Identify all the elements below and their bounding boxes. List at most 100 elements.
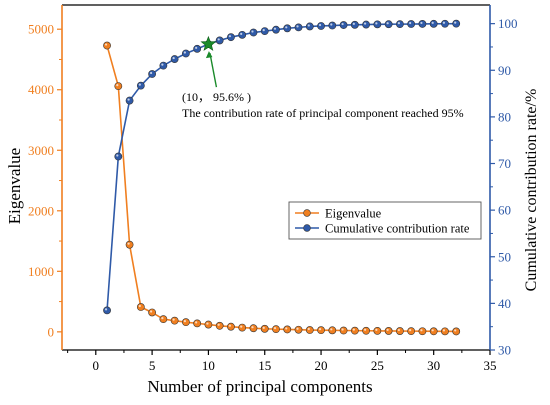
cumulative-rate-point — [193, 44, 202, 53]
cumulative-rate-point — [125, 96, 134, 105]
eigenvalue-point — [339, 326, 348, 335]
eigenvalue-point — [238, 323, 247, 332]
cumulative-rate-point — [418, 20, 427, 28]
eigenvalue-point — [136, 303, 145, 311]
annotation-coordinate-label: (10， 95.6% ) — [182, 90, 251, 104]
cumulative-rate-point — [339, 21, 348, 29]
left-tick-label: 2000 — [28, 203, 54, 218]
cumulative-rate-point-highlight — [397, 22, 400, 25]
eigenvalue-point-highlight — [217, 323, 220, 326]
cumulative-rate-point-highlight — [104, 308, 108, 311]
eigenvalue-point — [350, 326, 359, 335]
cumulative-rate-point — [181, 49, 190, 58]
series-layer — [103, 19, 461, 336]
cumulative-rate-point-highlight — [307, 24, 310, 27]
cumulative-rate-point — [328, 21, 337, 30]
left-tick-label: 3000 — [28, 143, 54, 158]
eigenvalue-point — [272, 325, 280, 334]
right-tick-label: 100 — [498, 16, 518, 31]
right-tick-label: 90 — [498, 63, 511, 78]
annotation-layer: (10， 95.6% ) The contribution rate of pri… — [182, 35, 464, 120]
eigenvalue-point — [362, 326, 371, 335]
right-tick-label: 40 — [498, 296, 511, 311]
eigenvalue-point-highlight — [240, 325, 243, 328]
left-tick-label: 0 — [48, 324, 55, 339]
right-tick-label: 60 — [498, 203, 511, 218]
x-tick-label: 10 — [202, 358, 215, 373]
cumulative-rate-point-highlight — [195, 46, 198, 49]
cumulative-rate-point-highlight — [273, 27, 277, 30]
cumulative-rate-point-highlight — [138, 83, 141, 86]
cumulative-rate-point — [294, 23, 303, 32]
cumulative-rate-point — [305, 22, 314, 31]
cumulative-rate-point — [114, 152, 123, 161]
cumulative-rate-point — [283, 24, 292, 33]
cumulative-rate-point-highlight — [431, 21, 434, 24]
eigenvalue-point-highlight — [150, 310, 153, 313]
eigenvalue-point-highlight — [273, 327, 277, 330]
eigenvalue-point-highlight — [352, 328, 355, 331]
x-tick-label: 5 — [149, 358, 156, 373]
cumulative-rate-point — [227, 33, 235, 42]
eigenvalue-point — [452, 327, 461, 336]
cumulative-rate-point — [452, 19, 461, 28]
cumulative-rate-point-highlight — [217, 38, 220, 41]
x-tick-label: 15 — [258, 358, 271, 373]
cumulative-rate-point — [215, 36, 224, 45]
cumulative-rate-point-highlight — [420, 21, 423, 25]
eigenvalue-point — [204, 320, 213, 329]
cumulative-rate-point-highlight — [183, 51, 186, 54]
cumulative-rate-point-highlight — [228, 35, 232, 38]
eigenvalue-point — [384, 327, 393, 335]
cumulative-rate-point — [148, 70, 157, 78]
eigenvalue-point — [373, 326, 382, 335]
eigenvalue-point — [181, 318, 190, 327]
eigenvalue-point — [317, 326, 325, 335]
eigenvalue-point-highlight — [161, 317, 164, 320]
eigenvalue-point — [215, 321, 224, 330]
eigenvalue-point-highlight — [172, 318, 175, 321]
cumulative-rate-point-highlight — [330, 23, 333, 26]
cumulative-rate-point-highlight — [116, 154, 119, 157]
eigenvalue-point — [283, 325, 292, 334]
right-tick-label: 50 — [498, 249, 511, 264]
eigenvalue-point — [103, 41, 111, 50]
x-axis-label: Number of principal components — [147, 377, 372, 396]
eigenvalue-point-highlight — [195, 321, 198, 324]
cumulative-rate-point-highlight — [172, 56, 175, 60]
eigenvalue-point-highlight — [341, 328, 344, 331]
cumulative-rate-point — [170, 55, 179, 63]
eigenvalue-point-highlight — [251, 326, 254, 329]
cumulative-rate-point-highlight — [240, 32, 243, 35]
legend-eigenvalue-swatch-marker — [303, 209, 311, 217]
eigenvalue-point-highlight — [228, 324, 232, 327]
cumulative-rate-point-highlight — [409, 21, 412, 25]
cumulative-rate-point — [350, 20, 359, 29]
legend-cumulative-rate-label: Cumulative contribution rate — [325, 222, 470, 236]
cumulative-rate-point-highlight — [386, 22, 389, 25]
cumulative-rate-point — [317, 22, 325, 30]
eigenvalue-point — [441, 327, 449, 336]
eigenvalue-point-highlight — [397, 328, 400, 332]
eigenvalue-point — [170, 316, 179, 325]
cumulative-rate-point — [395, 20, 404, 29]
axes-layer: 0 5 10 15 20 25 30 3501000200030004000500030405… — [28, 4, 518, 373]
left-tick-label: 1000 — [28, 264, 54, 279]
cumulative-rate-point — [103, 306, 111, 315]
cumulative-rate-point — [384, 20, 393, 29]
annotation-arrow-line — [209, 53, 218, 88]
cumulative-rate-point — [272, 25, 280, 34]
cumulative-rate-point — [362, 20, 371, 29]
legend-box — [288, 201, 482, 240]
cumulative-rate-point-highlight — [161, 63, 164, 66]
x-tick-label: 20 — [315, 358, 328, 373]
eigenvalue-point-highlight — [183, 320, 186, 323]
cumulative-rate-point — [159, 61, 168, 70]
cumulative-rate-point-highlight — [341, 22, 344, 26]
eigenvalue-point — [294, 325, 303, 334]
eigenvalue-point-highlight — [262, 326, 265, 329]
eigenvalue-point-highlight — [104, 43, 108, 46]
eigenvalue-point-highlight — [307, 327, 310, 331]
eigenvalue-point — [395, 327, 404, 335]
cumulative-rate-point — [260, 27, 269, 36]
